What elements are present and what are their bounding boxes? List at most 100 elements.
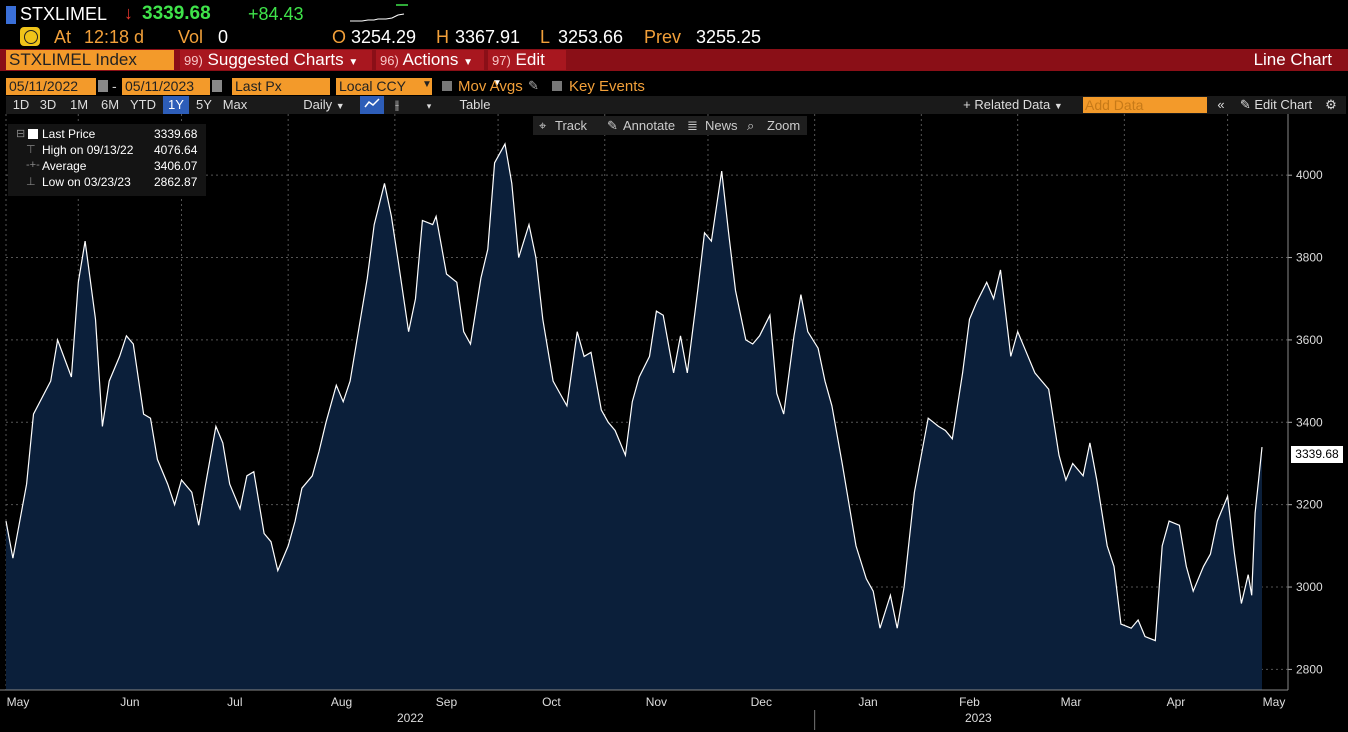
chevron-down-icon: ▼: [463, 57, 473, 68]
mov-avgs-checkbox[interactable]: [442, 81, 452, 91]
range-button-3d[interactable]: 3D: [39, 97, 57, 112]
edit-chart-button[interactable]: ✎ Edit Chart: [1234, 96, 1318, 114]
start-date-field[interactable]: 05/11/2022: [6, 78, 96, 95]
pencil-icon[interactable]: ✎: [607, 118, 618, 133]
high-label: H: [436, 27, 449, 47]
last-price: 3339.68: [142, 3, 211, 24]
series-swatch[interactable]: [28, 129, 38, 139]
legend-high-value: 4076.64: [154, 143, 198, 157]
chart-tools: ⌖ Track ✎ Annotate ≣ News ⌕ Zoom: [533, 116, 807, 135]
intraday-sparkline: [350, 4, 408, 22]
low-value: 3253.66: [558, 27, 624, 47]
price-line: [5, 142, 1263, 642]
line-chart-toggle[interactable]: [360, 96, 384, 114]
time-value: 12:18 d: [84, 27, 145, 47]
x-tick-label: Mar: [1061, 695, 1082, 709]
chevron-down-icon: ▼: [492, 78, 502, 89]
legend-avg-label: Average: [42, 159, 87, 173]
range-button-1d[interactable]: 1D: [12, 97, 30, 112]
price-change: +84.43: [248, 4, 304, 24]
related-data-button[interactable]: + Related Data ▼: [954, 96, 1072, 114]
prev-value: 3255.25: [696, 27, 762, 47]
field-select[interactable]: Last Px: [232, 78, 330, 95]
news-icon[interactable]: ≣: [687, 118, 698, 133]
add-data-input[interactable]: Add Data: [1083, 97, 1207, 113]
key-events-checkbox[interactable]: [552, 81, 562, 91]
edit-chart-label: Edit Chart: [1254, 97, 1313, 112]
chart-legend: ⊟ Last Price 3339.68 ⊤ High on 09/13/22 …: [8, 124, 206, 196]
high-value: 3367.91: [455, 27, 521, 47]
x-tick-label: Nov: [646, 695, 667, 709]
calendar-icon[interactable]: [212, 80, 222, 92]
y-tick-label: 3200: [1296, 498, 1323, 512]
clock-icon: [20, 27, 40, 46]
range-button-6m[interactable]: 6M: [100, 97, 120, 112]
magnifier-icon[interactable]: ⌕: [747, 118, 755, 133]
price-area: [6, 143, 1262, 690]
periodicity-label: Daily: [303, 97, 333, 112]
ohlc-icon: ⫲: [394, 97, 400, 112]
range-button-max[interactable]: Max: [222, 97, 248, 112]
year-label: 2022: [397, 711, 424, 725]
year-label: 2023: [965, 711, 992, 725]
x-tick-label: Feb: [959, 695, 980, 709]
x-tick-label: May: [7, 695, 30, 709]
collapse-icon[interactable]: ⊟: [16, 128, 26, 140]
security-field[interactable]: STXLIMEL Index: [6, 50, 174, 70]
line-chart-icon: [364, 98, 380, 108]
y-tick-label: 3400: [1296, 415, 1323, 429]
edit-menu[interactable]: 97) Edit ▼: [488, 50, 566, 89]
ticker-symbol[interactable]: STXLIMEL: [20, 4, 108, 24]
gear-icon[interactable]: ⚙: [1325, 97, 1337, 112]
legend-low-label: Low on 03/23/23: [42, 175, 131, 189]
zoom-button[interactable]: Zoom: [767, 118, 801, 133]
pencil-icon: ✎: [1239, 97, 1251, 112]
x-tick-label: Oct: [542, 695, 561, 709]
chevron-down-icon: ▼: [422, 79, 432, 90]
open-value: 3254.29: [351, 27, 417, 47]
range-button-ytd[interactable]: YTD: [130, 97, 156, 112]
suggested-label: Suggested Charts: [207, 50, 344, 69]
y-axis: 2800 3000 3200 3400 3600 3800 4000: [1287, 114, 1323, 690]
track-button[interactable]: Track: [555, 118, 588, 133]
table-button[interactable]: Table: [459, 97, 491, 112]
x-tick-label: Jan: [858, 695, 877, 709]
chevron-down-icon: ▼: [348, 57, 359, 68]
pencil-icon[interactable]: ✎: [528, 78, 539, 93]
actions-menu[interactable]: 96) Actions ▼: [376, 50, 484, 70]
suggested-charts-menu[interactable]: 99) Suggested Charts ▼: [180, 50, 372, 70]
range-button-1y[interactable]: 1Y: [163, 96, 189, 114]
calendar-icon[interactable]: [98, 80, 108, 92]
price-chart[interactable]: 2800 3000 3200 3400 3600 3800 4000 May Jun Jul Au…: [0, 114, 1348, 732]
bar-chart-toggle[interactable]: ⫲: [388, 96, 406, 114]
date-separator: -: [112, 78, 117, 94]
actions-num: 96): [380, 53, 399, 68]
legend-last-value: 3339.68: [154, 127, 198, 141]
end-date-field[interactable]: 05/11/2023: [122, 78, 210, 95]
quote-header: STXLIMEL ↓ 3339.68 +84.43: [0, 0, 1348, 26]
collapse-icon[interactable]: «: [1217, 97, 1225, 112]
key-events-label: Key Events: [569, 78, 645, 95]
news-button[interactable]: News: [705, 118, 738, 133]
annotate-button[interactable]: Annotate: [623, 118, 676, 133]
range-button-1m[interactable]: 1M: [69, 97, 89, 112]
x-axis: May Jun Jul Aug Sep Oct Nov Dec Jan Feb Mar Apr May 2…: [0, 689, 1288, 730]
legend-last-label: Last Price: [42, 127, 96, 141]
periodicity-select[interactable]: Daily ▼: [294, 96, 354, 114]
currency-select[interactable]: Local CCY: [336, 78, 432, 95]
crosshair-icon[interactable]: ⌖: [539, 118, 547, 133]
y-tick-label: 3600: [1296, 333, 1323, 347]
vol-value: 0: [218, 27, 229, 47]
x-tick-label: Aug: [331, 695, 352, 709]
prev-label: Prev: [644, 27, 682, 47]
low-label: L: [540, 27, 551, 47]
ticker-marker: [6, 6, 16, 24]
y-tick-label: 3000: [1296, 580, 1323, 594]
range-button-5y[interactable]: 5Y: [196, 97, 212, 112]
chevron-down-icon: ▾: [426, 101, 432, 111]
style-dropdown[interactable]: ▾: [420, 96, 438, 114]
actions-label: Actions: [402, 50, 459, 69]
edit-num: 97): [492, 53, 511, 68]
y-tick-label: 4000: [1296, 168, 1323, 182]
mov-avgs-label: Mov Avgs: [458, 78, 523, 95]
